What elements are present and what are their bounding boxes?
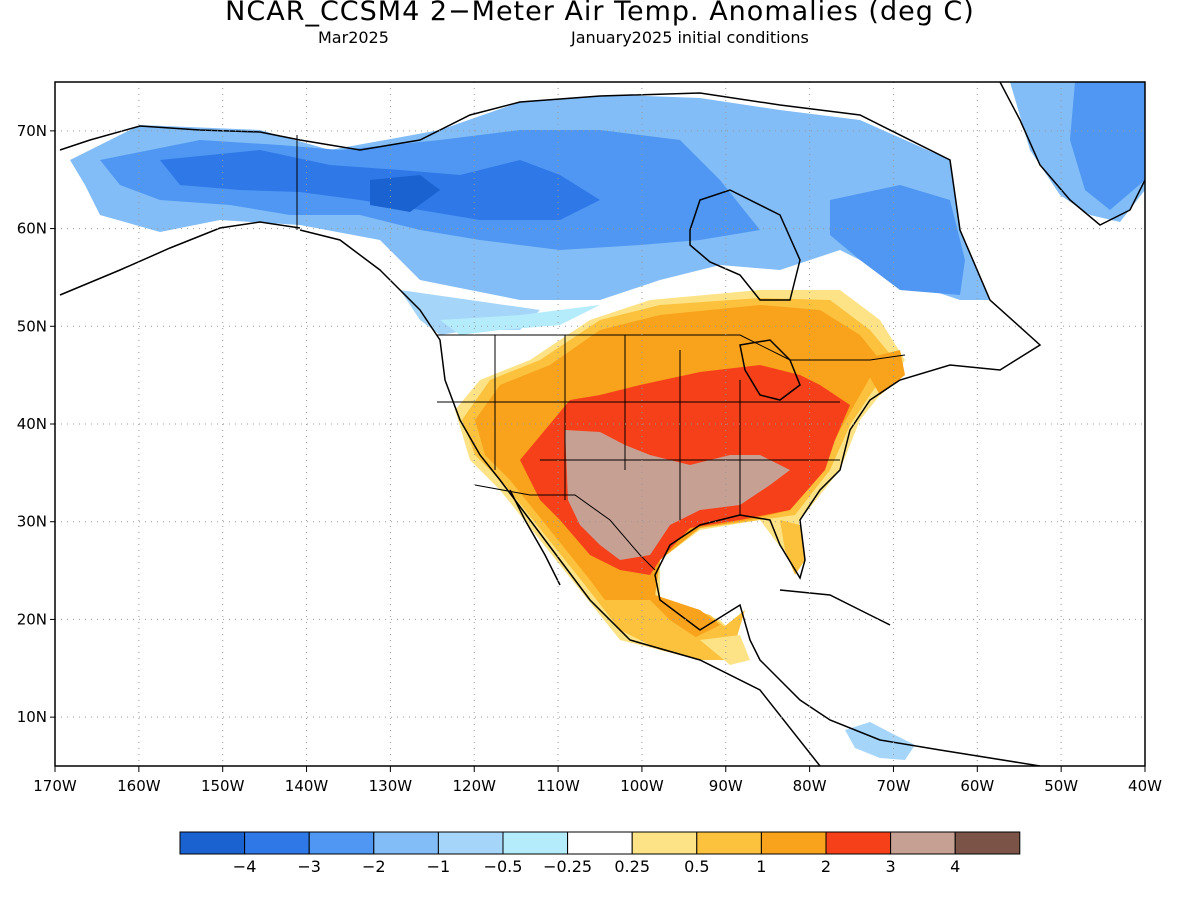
colorbar-swatch: [825, 831, 892, 855]
colorbar: −4 −3 −2 −1 −0.5 −0.25 0.25 0.5 1 2 3 4: [179, 831, 1021, 876]
political-borders: [296, 135, 906, 571]
tick-label-lat: 70N: [17, 122, 47, 140]
colorbar-swatch: [308, 831, 375, 855]
colorbar-label: 0.5: [684, 857, 709, 876]
anomaly-cold-025-band: [440, 305, 600, 335]
colorbar-swatch: [760, 831, 827, 855]
colorbar-swatch: [954, 831, 1021, 855]
tick-label-lon: 160W: [117, 777, 161, 795]
tick-label-lon: 140W: [285, 777, 329, 795]
coastline-west: [299, 229, 821, 766]
anomaly-cold-4: [370, 175, 440, 212]
colorbar-label: −2: [362, 857, 386, 876]
axis-ticks: 70N 60N 50N 40N 30N 20N 10N 170W 160W 150W 140W 130…: [17, 122, 1162, 795]
colorbar-label: 4: [950, 857, 960, 876]
tick-label-lat: 40N: [17, 415, 47, 433]
tick-label-lat: 60N: [17, 220, 47, 238]
tick-label-lon: 120W: [452, 777, 496, 795]
colorbar-label: −0.5: [484, 857, 523, 876]
colorbar-swatch: [890, 831, 956, 855]
tick-label-lat: 30N: [17, 513, 47, 531]
coastline-greenland: [999, 82, 1145, 226]
border-us-canada: [437, 334, 906, 361]
colorbar-swatch: [373, 831, 439, 855]
colorbar-swatch: [631, 831, 698, 855]
coastline-hudson-bay: [689, 189, 801, 301]
anomaly-warm-florida: [780, 520, 805, 575]
tick-label-lat: 10N: [17, 708, 47, 726]
tick-label-lat: 20N: [17, 610, 47, 628]
colorbar-swatch: [179, 831, 246, 855]
tick-label-lon: 80W: [793, 777, 827, 795]
tick-label-lon: 60W: [960, 777, 994, 795]
colorbar-swatch: [696, 831, 762, 855]
colorbar-label: −4: [233, 857, 257, 876]
tick-label-lon: 170W: [33, 777, 77, 795]
colorbar-swatch: [567, 831, 633, 855]
tick-label-lon: 150W: [201, 777, 245, 795]
coastline-alaska-south: [59, 221, 301, 296]
anomaly-cold-caribbean: [845, 722, 915, 760]
tick-label-lon: 100W: [620, 777, 664, 795]
colorbar-label: 3: [886, 857, 896, 876]
tick-label-lon: 40W: [1128, 777, 1162, 795]
coastlines: [59, 82, 1145, 766]
colorbar-swatch: [502, 831, 569, 855]
coastline-great-lakes: [739, 339, 801, 401]
tick-label-lat: 50N: [17, 317, 47, 335]
map-title: NCAR_CCSM4 2−Meter Air Temp. Anomalies (…: [225, 0, 975, 27]
tick-label-lon: 70W: [877, 777, 911, 795]
colorbar-label: −3: [297, 857, 321, 876]
colorbar-label: 0.25: [614, 857, 650, 876]
initial-conditions-label: January2025 initial conditions: [571, 28, 809, 47]
coastline-baja: [509, 489, 561, 586]
anomaly-fields: [60, 82, 1145, 766]
coastline-north-america: [59, 92, 1042, 766]
colorbar-label: 2: [821, 857, 831, 876]
tick-label-lon: 130W: [369, 777, 413, 795]
forecast-month: Mar2025: [318, 28, 389, 47]
colorbar-swatch: [244, 831, 310, 855]
tick-label-lon: 50W: [1044, 777, 1078, 795]
colorbar-label: 1: [756, 857, 766, 876]
coastline-cuba: [779, 589, 891, 626]
colorbar-label: −1: [427, 857, 451, 876]
tick-label-lon: 110W: [536, 777, 580, 795]
tick-label-lon: 90W: [709, 777, 743, 795]
anomaly-cold-greenland-2: [1070, 82, 1145, 210]
anomaly-warm-3: [565, 430, 790, 560]
colorbar-label: −0.25: [543, 857, 592, 876]
anomaly-cold-east-canada: [830, 185, 965, 295]
border-us-mexico: [474, 484, 656, 571]
colorbar-swatch: [437, 831, 504, 855]
anomaly-warm-yucatan: [700, 635, 750, 665]
